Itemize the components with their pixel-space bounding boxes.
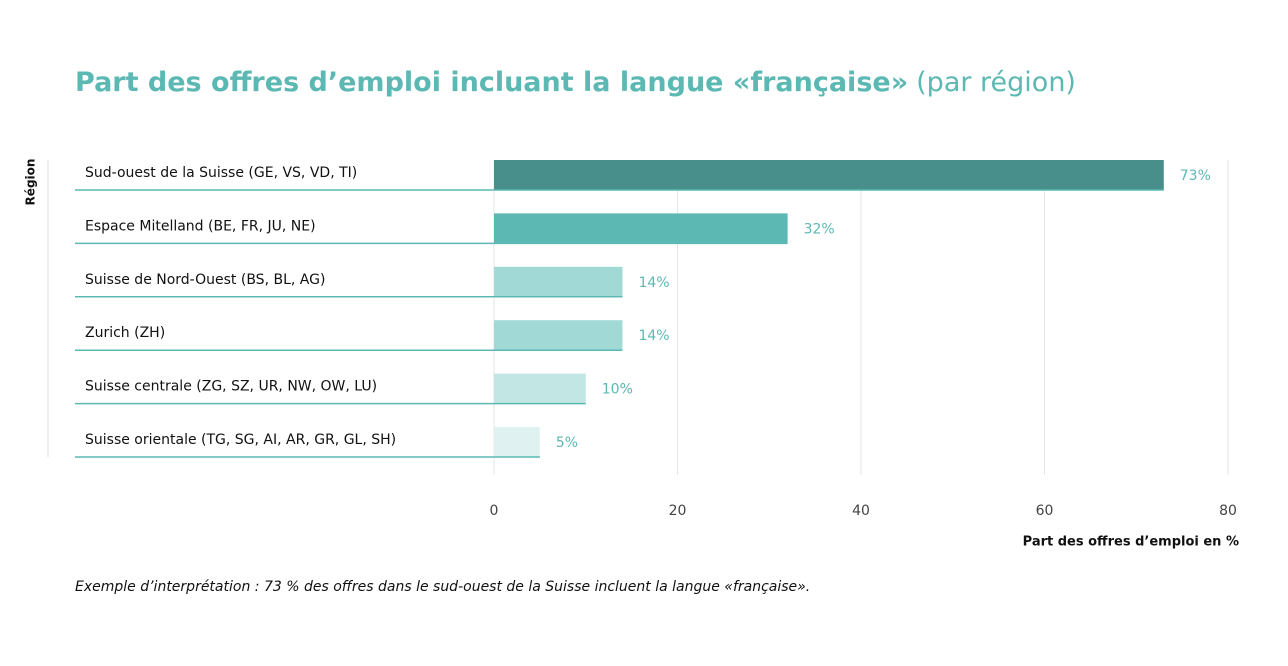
x-axis-label: Part des offres d’emploi en % [1023,535,1239,550]
x-tick-label: 0 [490,503,499,519]
title-main: Part des offres d’emploi incluant la lan… [75,67,908,98]
bar [494,320,623,351]
value-label: 14% [638,328,669,344]
bar [494,373,586,404]
x-tick-label: 80 [1219,503,1237,519]
y-tick-label: Suisse centrale (ZG, SZ, UR, NW, OW, LU) [85,379,377,395]
y-axis-label: Région [24,159,38,206]
note: Exemple d’interprétation : 73 % des offr… [75,579,810,595]
title-suffix: (par région) [916,67,1076,98]
value-label: 32% [804,221,835,237]
x-tick-label: 40 [852,503,870,519]
bar [494,266,623,297]
value-label: 73% [1180,168,1211,184]
y-tick-label: Suisse orientale (TG, SG, AI, AR, GR, GL… [85,432,396,448]
value-label: 10% [602,382,633,398]
y-tick-label: Sud-ouest de la Suisse (GE, VS, VD, TI) [85,165,357,181]
bar [494,160,1164,190]
y-tick-label: Suisse de Nord-Ouest (BS, BL, AG) [85,272,325,288]
x-tick-label: 20 [669,503,687,519]
x-tick-label: 60 [1036,503,1054,519]
bar [494,427,540,457]
y-tick-label: Zurich (ZH) [85,325,165,341]
value-label: 14% [638,275,669,291]
value-label: 5% [556,435,578,451]
y-tick-label: Espace Mitelland (BE, FR, JU, NE) [85,218,316,234]
bar [494,213,788,244]
chart-title: Part des offres d’emploi incluant la lan… [75,67,1076,98]
